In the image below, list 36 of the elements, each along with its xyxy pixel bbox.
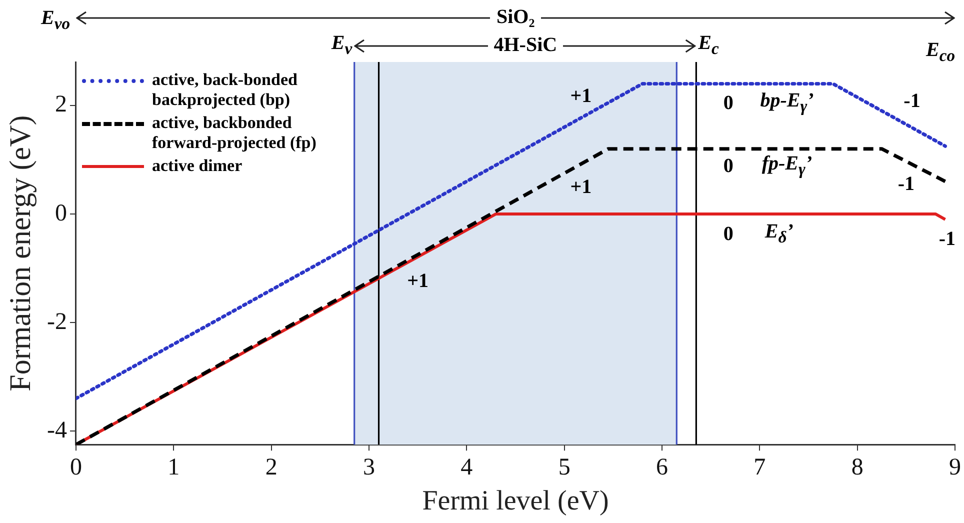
y-axis-title: Formation energy (eV)	[4, 115, 37, 392]
annotation: 0	[723, 223, 734, 246]
annotation: bp-E$_{γ}$’	[760, 90, 814, 116]
annotation: fp-E$_{γ}$’	[762, 152, 812, 179]
annotation: -1	[938, 228, 956, 250]
x-tick-label: 4	[460, 454, 473, 480]
y-tick-label: 2	[54, 92, 67, 118]
x-tick-label: 5	[558, 454, 570, 480]
x-axis-title: Fermi level (eV)	[422, 486, 609, 517]
ref-line-label: E$_{c}$	[698, 32, 719, 58]
annotation: -1	[898, 172, 914, 195]
annotation: 0	[723, 155, 734, 178]
x-tick-label: 7	[754, 454, 766, 480]
band-label: 4H-SiC	[488, 34, 564, 56]
annotation: 0	[723, 92, 734, 114]
annotation: +1	[570, 176, 592, 198]
annotation: -1	[904, 90, 920, 112]
annotation: +1	[407, 270, 429, 292]
x-tick-label: 1	[168, 454, 180, 480]
annotation: E$_{co}$	[926, 39, 956, 65]
x-tick-label: 3	[362, 454, 375, 480]
x-tick-label: 6	[656, 454, 668, 480]
legend-label: active dimer	[152, 156, 244, 176]
legend-label: active, backbonded forward-projected (fp)	[152, 113, 318, 152]
ref-line-label: E$_{v}$	[331, 32, 352, 58]
y-tick-label: -2	[46, 308, 67, 335]
x-tick-label: 8	[851, 454, 864, 480]
x-tick-label: 2	[265, 454, 278, 480]
text: E$_{vo}$	[40, 7, 70, 33]
y-tick-label: 0	[54, 200, 67, 226]
legend-label: active, back-bonded backprojected (bp)	[152, 70, 298, 110]
text: SiO₂	[490, 6, 541, 28]
annotation: +1	[570, 85, 592, 108]
y-tick-label: -4	[46, 417, 67, 444]
annotation: E$_{δ}$’	[764, 220, 794, 247]
x-tick-label: 9	[949, 454, 961, 480]
